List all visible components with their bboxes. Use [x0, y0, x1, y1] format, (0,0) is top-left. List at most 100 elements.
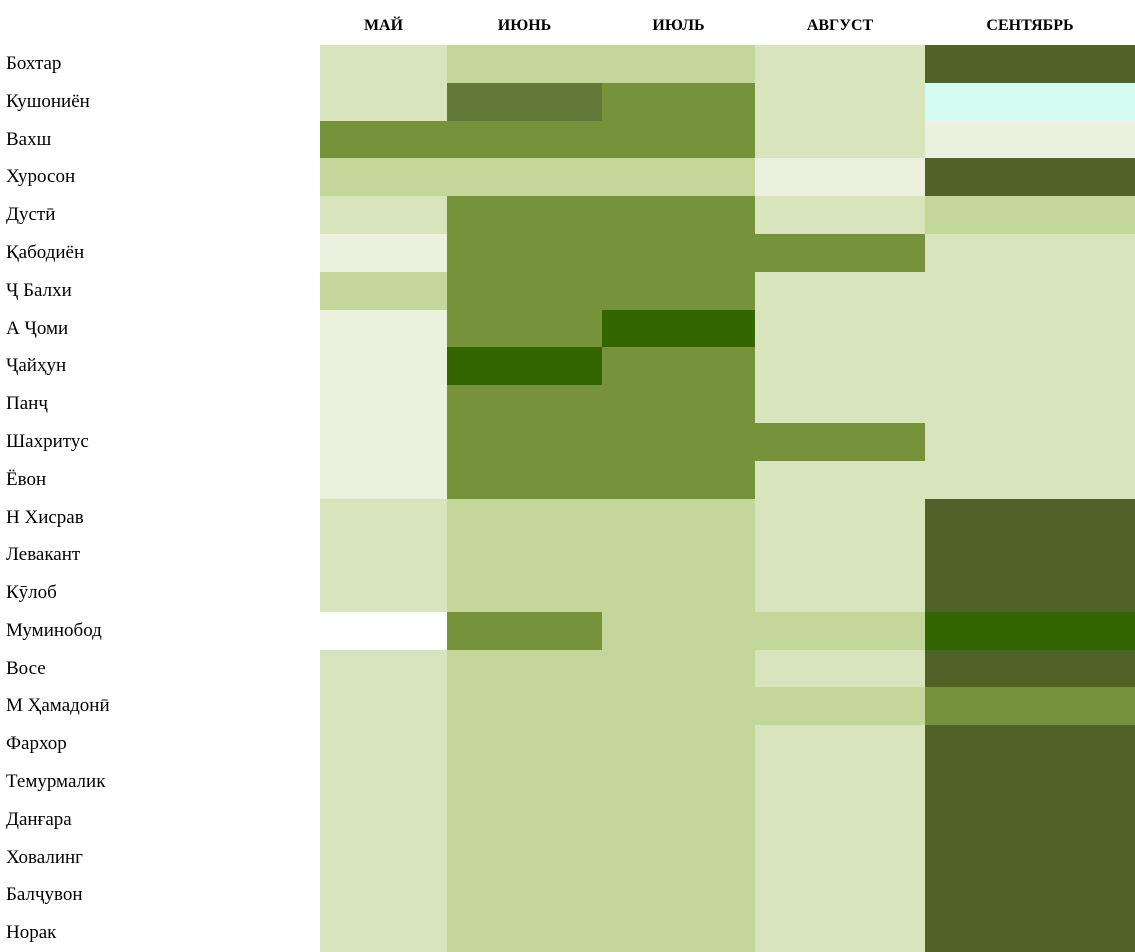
heat-cell [925, 876, 1135, 915]
heat-cell [755, 385, 925, 424]
row-label: Муминобод [6, 619, 102, 641]
heat-cell [447, 763, 602, 802]
row-label: Ҷайҳун [6, 355, 67, 377]
heat-cell [755, 120, 925, 159]
heat-cell [447, 725, 602, 764]
heat-cell [602, 838, 755, 877]
heat-cell [320, 574, 447, 613]
heat-cell [447, 233, 602, 273]
heat-cell [755, 725, 925, 764]
heat-cell [320, 271, 447, 311]
heat-cell [755, 309, 925, 348]
heat-cell [447, 687, 602, 726]
heat-cell [602, 271, 755, 311]
row-label: Дустӣ [6, 204, 56, 226]
heat-cell [925, 460, 1135, 499]
heat-cell [447, 914, 602, 952]
heat-cell [602, 800, 755, 840]
heat-cell [755, 763, 925, 802]
heat-cell [602, 233, 755, 273]
heat-cell [755, 82, 925, 122]
heat-cell [602, 309, 755, 348]
row-label: Хуросон [6, 166, 76, 188]
heat-cell [925, 611, 1135, 651]
heat-cell [320, 120, 447, 159]
heat-cell [925, 498, 1135, 537]
heat-cell [755, 536, 925, 575]
heat-cell [602, 158, 755, 197]
heat-cell [925, 309, 1135, 348]
row-label: Фархор [6, 733, 67, 755]
heat-cell [602, 914, 755, 952]
heat-cell [447, 876, 602, 915]
heat-cell [447, 158, 602, 197]
heat-cell [320, 309, 447, 348]
heat-cell [320, 536, 447, 575]
heat-cell [602, 460, 755, 499]
heat-cell [925, 82, 1135, 122]
row-label: Балҷувон [6, 884, 83, 906]
heat-cell [602, 611, 755, 651]
row-label: Шахритус [6, 430, 89, 452]
column-header: МАЙ [363, 17, 404, 34]
heat-cell [320, 498, 447, 537]
heat-cell [925, 422, 1135, 462]
row-label: Вахш [6, 128, 52, 150]
heat-cell [602, 536, 755, 575]
heat-cell [602, 120, 755, 159]
heat-cell [320, 800, 447, 840]
heat-cell [320, 687, 447, 726]
heat-cell [447, 800, 602, 840]
heat-cell [320, 45, 447, 84]
row-label: А Ҷоми [6, 317, 69, 339]
heat-cell [447, 838, 602, 877]
row-label: Норак [6, 922, 57, 944]
heat-cell [320, 649, 447, 688]
heat-cell [320, 422, 447, 462]
heat-cell [602, 422, 755, 462]
row-label: Бохтар [6, 53, 62, 74]
heat-cell [320, 725, 447, 764]
heat-cell [447, 536, 602, 575]
heat-cell [755, 498, 925, 537]
column-header: ИЮЛЬ [652, 17, 705, 34]
heat-cell [447, 385, 602, 424]
heat-cell [755, 158, 925, 197]
heat-cell [447, 271, 602, 311]
heat-cell [755, 687, 925, 726]
heat-cell [602, 649, 755, 688]
heat-cell [320, 347, 447, 386]
heat-cell [755, 876, 925, 915]
heat-cell [755, 800, 925, 840]
heat-cell [602, 45, 755, 84]
heat-cell [320, 611, 447, 651]
row-label: Кӯлоб [6, 582, 57, 604]
heat-cell [447, 309, 602, 348]
heat-cell [447, 196, 602, 235]
heat-cell [925, 536, 1135, 575]
heat-cell [925, 45, 1135, 84]
heat-cell [925, 158, 1135, 197]
heat-cell [320, 385, 447, 424]
heat-cell [447, 498, 602, 537]
heat-cell [755, 611, 925, 651]
heat-cell [755, 196, 925, 235]
heat-cell [602, 574, 755, 613]
row-label: Восе [6, 657, 46, 679]
heat-cell [755, 649, 925, 688]
row-label: Ёвон [6, 468, 47, 490]
heat-cell [320, 838, 447, 877]
heat-cell [755, 422, 925, 462]
heat-cell [925, 385, 1135, 424]
heat-cell [755, 914, 925, 952]
heat-cell [925, 233, 1135, 273]
heat-cell [447, 82, 602, 122]
heat-cell [755, 347, 925, 386]
heat-cell [447, 45, 602, 84]
heat-cell [755, 271, 925, 311]
row-label: Н Хисрав [6, 506, 84, 528]
heat-cell [447, 574, 602, 613]
row-label: Данғара [6, 808, 72, 830]
heat-cell [602, 763, 755, 802]
row-label: Темурмалик [6, 771, 106, 793]
